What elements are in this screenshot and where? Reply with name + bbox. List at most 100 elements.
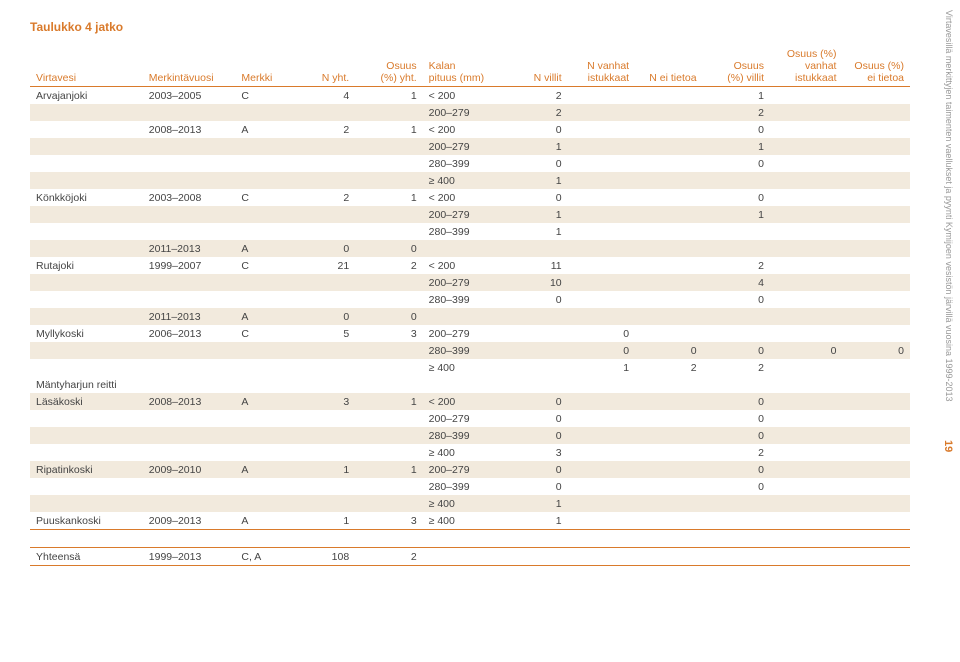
- cell-virta: [30, 444, 143, 461]
- col-merkki: Merkki: [235, 46, 297, 87]
- cell-nyht: 21: [298, 257, 355, 274]
- cell-osuus: 1: [355, 393, 422, 410]
- cell-nvillit: 0: [505, 461, 567, 478]
- cell-merk: [143, 444, 236, 461]
- cell-kalan: 200–279: [423, 461, 506, 478]
- cell-nvillit: 0: [505, 291, 567, 308]
- cell-ovillit: 0: [703, 393, 770, 410]
- page-number: 19: [942, 440, 954, 452]
- cell-ovanhat: [770, 206, 842, 223]
- cell-osuus: 3: [355, 325, 422, 342]
- cell-m: A: [235, 121, 297, 138]
- cell-ovanhat: [770, 104, 842, 121]
- cell-nvillit: [505, 376, 567, 393]
- cell-merk: [143, 138, 236, 155]
- cell-ovillit: 2: [703, 444, 770, 461]
- cell-ovillit: [703, 325, 770, 342]
- cell-nvanhat: [568, 410, 635, 427]
- cell-oei: [842, 172, 910, 189]
- cell-virta: [30, 138, 143, 155]
- cell-nvanhat: [568, 121, 635, 138]
- table-row: 280–39900: [30, 478, 910, 495]
- cell-nei: [635, 189, 702, 206]
- cell-kalan: 200–279: [423, 138, 506, 155]
- cell-nvillit: 1: [505, 495, 567, 512]
- cell-ovillit: 0: [703, 189, 770, 206]
- table-row: 2011–2013A00: [30, 308, 910, 325]
- cell-nyht: [298, 291, 355, 308]
- cell-virta: [30, 274, 143, 291]
- table-row: 280–39900000: [30, 342, 910, 359]
- cell-nei: [635, 206, 702, 223]
- cell-nvillit: 10: [505, 274, 567, 291]
- cell-ovillit: 0: [703, 427, 770, 444]
- table-row: 200–279104: [30, 274, 910, 291]
- cell-nvanhat: [568, 223, 635, 240]
- cell-osuus: [355, 223, 422, 240]
- cell-nyht: 1: [298, 512, 355, 530]
- cell-osuus: [355, 104, 422, 121]
- cell-osuus: [355, 444, 422, 461]
- table-row: ≥ 4001: [30, 495, 910, 512]
- cell-ovanhat: [770, 410, 842, 427]
- cell-nvanhat: [568, 172, 635, 189]
- cell-ovanhat: [770, 308, 842, 325]
- cell-ovillit: 0: [703, 478, 770, 495]
- cell-merk: [143, 410, 236, 427]
- cell-nvanhat: [568, 189, 635, 206]
- cell-ovillit: [703, 512, 770, 530]
- cell-ovanhat: [770, 393, 842, 410]
- cell-merk: [143, 274, 236, 291]
- cell-m: [235, 359, 297, 376]
- cell-virta: Rutajoki: [30, 257, 143, 274]
- col-osuus: Osuus(%) yht.: [355, 46, 422, 87]
- cell-nei: [635, 308, 702, 325]
- cell-ovanhat: 0: [770, 342, 842, 359]
- cell-nyht: [298, 444, 355, 461]
- cell-ovillit: 0: [703, 342, 770, 359]
- cell-virta: [30, 206, 143, 223]
- cell-osuus: [355, 172, 422, 189]
- cell-oei: [842, 274, 910, 291]
- cell-nyht: [298, 104, 355, 121]
- cell-nei: [635, 87, 702, 105]
- cell-nei: [635, 444, 702, 461]
- cell-nei: [635, 478, 702, 495]
- cell-osuus: [355, 410, 422, 427]
- cell-nyht: [298, 155, 355, 172]
- cell-oei: [842, 308, 910, 325]
- cell-nvanhat: [568, 444, 635, 461]
- cell-m: [235, 342, 297, 359]
- col-nvillit: N villit: [505, 46, 567, 87]
- cell-kalan: 280–399: [423, 291, 506, 308]
- cell-ovanhat: [770, 427, 842, 444]
- cell-nei: [635, 291, 702, 308]
- cell-oei: [842, 478, 910, 495]
- cell-kalan: 200–279: [423, 104, 506, 121]
- cell-ovillit: [703, 495, 770, 512]
- cell-oei: [842, 189, 910, 206]
- cell-nei: [635, 121, 702, 138]
- cell-nvanhat: [568, 291, 635, 308]
- cell-m: [235, 444, 297, 461]
- cell-nei: [635, 495, 702, 512]
- cell-virta: [30, 308, 143, 325]
- cell-nei: [635, 257, 702, 274]
- cell-oei: [842, 359, 910, 376]
- cell-oei: [842, 376, 910, 393]
- cell-nvanhat: [568, 495, 635, 512]
- col-ovillit: Osuus(%) villit: [703, 46, 770, 87]
- cell-nyht: [298, 359, 355, 376]
- cell-osuus: 3: [355, 512, 422, 530]
- table-title: Taulukko 4 jatko: [30, 20, 930, 34]
- cell-ovanhat: [770, 223, 842, 240]
- cell-kalan: 200–279: [423, 206, 506, 223]
- cell-nvillit: 0: [505, 121, 567, 138]
- col-ovanhat: Osuus (%)vanhatistukkaat: [770, 46, 842, 87]
- cell-m: [235, 376, 297, 393]
- cell-ovillit: 1: [703, 87, 770, 105]
- cell-merk: [143, 478, 236, 495]
- cell-merk: 2003–2005: [143, 87, 236, 105]
- cell-kalan: < 200: [423, 87, 506, 105]
- table-row: Läsäkoski2008–2013A31< 20000: [30, 393, 910, 410]
